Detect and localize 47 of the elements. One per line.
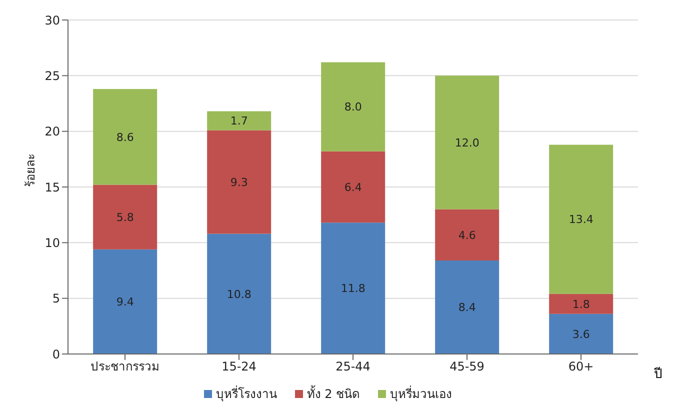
legend-label: บุหรี่โรงงาน <box>214 384 277 403</box>
data-label: 5.8 <box>116 210 134 224</box>
data-label: 4.6 <box>458 228 476 242</box>
bar <box>93 184 158 250</box>
bar <box>435 76 500 210</box>
y-tick-label: 5 <box>52 292 60 306</box>
legend-label: ทั้ง 2 ชนิด <box>306 384 360 403</box>
y-tick-label: 30 <box>44 13 60 28</box>
bar <box>207 234 272 354</box>
data-label: 10.8 <box>226 288 252 301</box>
bar <box>321 222 386 354</box>
y-tick-label: 15 <box>44 180 60 194</box>
legend-label: บุหรี่มวนเอง <box>389 384 452 403</box>
bar <box>321 151 386 223</box>
x-tick-label: 45-59 <box>450 360 484 374</box>
data-label: 8.0 <box>344 100 362 114</box>
y-tick-label: 0 <box>52 347 60 362</box>
bar <box>93 89 158 185</box>
x-tick-label: 15-24 <box>222 360 256 374</box>
bar <box>435 209 500 260</box>
x-tick-label: ประชากรรวม <box>90 360 160 374</box>
y-tick-label: 10 <box>44 236 60 250</box>
data-label: 3.6 <box>572 328 590 341</box>
y-tick-label: 20 <box>44 124 60 139</box>
data-label: 11.8 <box>340 282 366 296</box>
x-tick-label: 60+ <box>568 360 594 374</box>
data-label: 6.4 <box>344 180 362 194</box>
data-label: 1.7 <box>230 114 248 128</box>
data-label: 13.4 <box>568 213 594 226</box>
bar <box>93 249 158 354</box>
data-label: 8.4 <box>458 301 476 314</box>
y-axis-title: ร้อยละ <box>23 154 38 187</box>
bar <box>549 314 614 354</box>
bar <box>549 144 614 294</box>
x-axis-title: ปี <box>654 366 662 384</box>
bar <box>435 260 500 354</box>
bar <box>549 294 614 314</box>
y-tick-label: 25 <box>44 68 60 83</box>
data-label: 12.0 <box>454 136 480 150</box>
x-tick-label: 25-44 <box>336 360 370 374</box>
data-label: 8.6 <box>116 130 134 144</box>
data-label: 9.3 <box>230 176 248 189</box>
bar <box>207 130 272 234</box>
data-label: 9.4 <box>116 296 134 309</box>
bar <box>207 111 272 130</box>
bar <box>321 62 386 152</box>
data-label: 1.8 <box>572 298 590 311</box>
